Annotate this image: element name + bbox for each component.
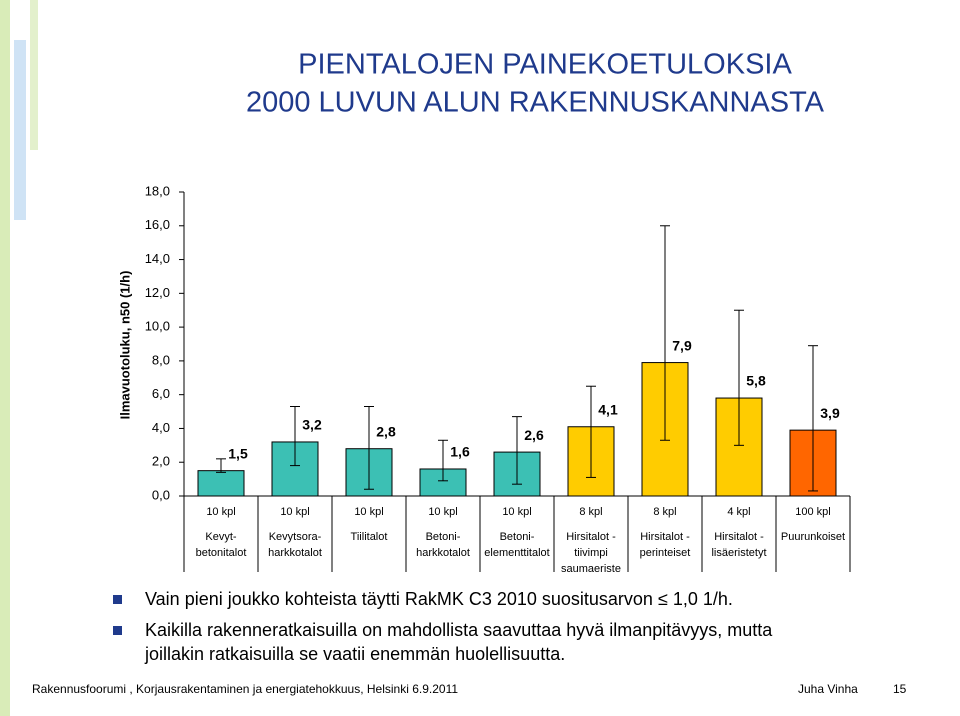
bullet-text: Vain pieni joukko kohteista täytti RakMK… (145, 589, 733, 609)
x-tick-label: saumaeriste (561, 563, 621, 575)
x-tick-label: Hirsitalot - (640, 531, 690, 543)
bullet-text: joillakin ratkaisuilla se vaatii enemmän… (144, 644, 565, 664)
count-label: 10 kpl (502, 506, 531, 518)
y-tick-label: 14,0 (145, 251, 170, 266)
bullet (113, 595, 122, 604)
y-tick-label: 6,0 (152, 386, 170, 401)
page-number: 15 (893, 682, 907, 696)
x-tick-label: Tiilitalot (351, 531, 388, 543)
value-label: 7,9 (672, 337, 692, 353)
count-label: 8 kpl (653, 506, 676, 518)
x-tick-label: perinteiset (640, 547, 691, 559)
x-tick-label: tiivimpi (574, 547, 608, 559)
footer-text: Rakennusfoorumi , Korjausrakentaminen ja… (32, 682, 458, 696)
y-tick-label: 10,0 (145, 319, 170, 334)
value-label: 1,6 (450, 444, 470, 460)
value-label: 3,2 (302, 417, 322, 433)
count-label: 100 kpl (795, 506, 830, 518)
x-tick-label: Kevyt- (205, 531, 237, 543)
bullet (113, 626, 122, 635)
value-label: 4,1 (598, 401, 618, 417)
value-label: 2,6 (524, 427, 544, 443)
y-tick-label: 12,0 (145, 285, 170, 300)
y-tick-label: 8,0 (152, 352, 170, 367)
y-tick-label: 16,0 (145, 217, 170, 232)
value-label: 3,9 (820, 405, 840, 421)
x-tick-label: harkkotalot (268, 547, 322, 559)
x-tick-label: Hirsitalot - (566, 531, 616, 543)
count-label: 10 kpl (428, 506, 457, 518)
count-label: 8 kpl (579, 506, 602, 518)
y-tick-label: 0,0 (152, 487, 170, 502)
x-tick-label: betonitalot (196, 547, 247, 559)
bullet-text: Kaikilla rakenneratkaisuilla on mahdolli… (145, 620, 773, 640)
x-tick-label: Betoni- (426, 531, 461, 543)
x-tick-label: Betoni- (500, 531, 535, 543)
value-label: 2,8 (376, 423, 396, 439)
count-label: 10 kpl (280, 506, 309, 518)
title: 2000 LUVUN ALUN RAKENNUSKANNASTA (246, 87, 825, 119)
title: PIENTALOJEN PAINEKOETULOKSIA (298, 49, 792, 81)
x-tick-label: Puurunkoiset (781, 531, 845, 543)
y-tick-label: 18,0 (145, 183, 170, 198)
x-tick-label: lisäeristetyt (711, 547, 766, 559)
decor-stripe (14, 40, 26, 220)
y-axis-label: Ilmavuotoluku, n50 (1/h) (117, 271, 132, 420)
footer-author: Juha Vinha (798, 682, 858, 696)
decor-stripe (0, 0, 10, 716)
count-label: 4 kpl (727, 506, 750, 518)
x-tick-label: harkkotalot (416, 547, 470, 559)
count-label: 10 kpl (354, 506, 383, 518)
y-tick-label: 4,0 (152, 420, 170, 435)
value-label: 1,5 (228, 445, 248, 461)
value-label: 5,8 (746, 373, 766, 389)
count-label: 10 kpl (206, 506, 235, 518)
x-tick-label: Kevytsora- (269, 531, 322, 543)
x-tick-label: elementtitalot (484, 547, 549, 559)
y-tick-label: 2,0 (152, 454, 170, 469)
decor-stripe (30, 0, 38, 150)
bar (197, 470, 245, 497)
x-tick-label: Hirsitalot - (714, 531, 764, 543)
